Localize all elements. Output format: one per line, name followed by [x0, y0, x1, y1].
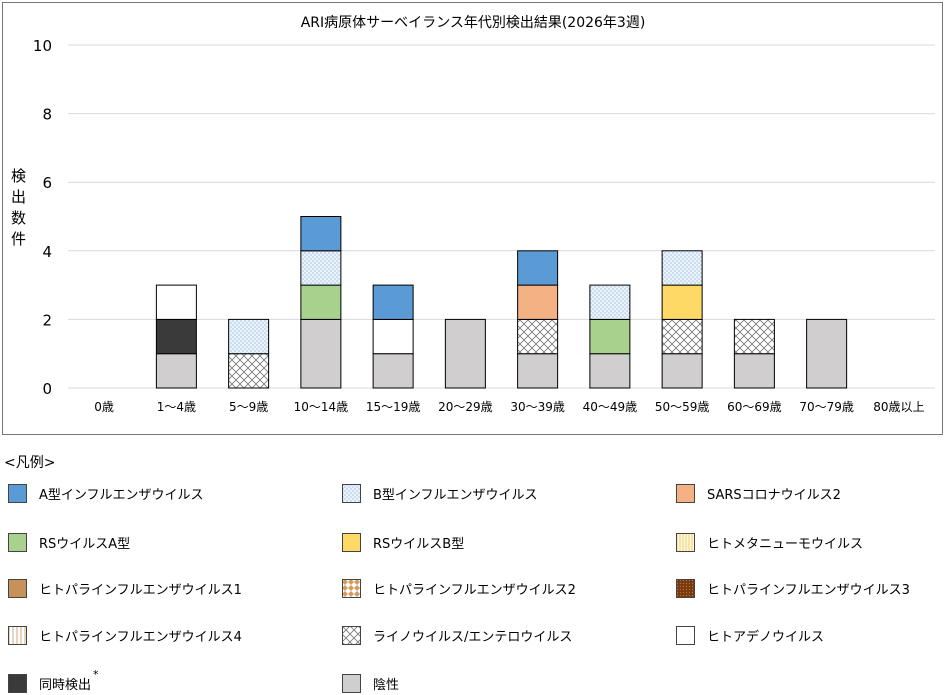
bar-segment-neg	[300, 318, 342, 389]
legend-swatch	[8, 674, 27, 693]
legend-swatch	[676, 484, 695, 503]
legend-label: RSウイルスA型	[39, 537, 131, 552]
bar-segment-rsb	[661, 284, 703, 320]
legend-swatch	[342, 533, 361, 552]
bar-segment-rhino	[733, 318, 775, 355]
footnote-mark: *	[93, 668, 99, 681]
legend-swatch	[676, 579, 695, 598]
bar-segment-neg	[806, 318, 848, 389]
bar-segment-fluA	[300, 216, 342, 252]
x-tick-label: 10～14歳	[294, 400, 349, 414]
legend-item-fluB: B型インフルエンザウイルス	[342, 484, 538, 503]
legend-label: B型インフルエンザウイルス	[373, 488, 538, 503]
y-tick-label: 10	[33, 37, 52, 55]
stacked-bar-chart: ARI病原体サーベイランス年代別検出結果(2026年3週) 0 2 4 6 8 10 0歳…	[33, 15, 935, 414]
y-tick-label: 6	[42, 174, 52, 192]
x-tick-label: 30～39歳	[510, 400, 565, 414]
bar-segment-fluA	[372, 284, 414, 320]
bar-segment-fluB	[589, 284, 631, 320]
x-tick-label: 50～59歳	[655, 400, 710, 414]
x-tick-label: 80歳以上	[873, 400, 924, 414]
x-tick-label: 20～29歳	[438, 400, 493, 414]
y-axis-label: 検出数件	[9, 168, 27, 252]
bar-segment-neg	[517, 353, 559, 389]
legend-label: ヒトメタニューモウイルス	[707, 537, 864, 552]
x-tick-label: 40～49歳	[583, 400, 638, 414]
bar-segment-fluB	[300, 250, 342, 286]
legend-label: 陰性	[373, 678, 400, 693]
legend-item-fluA: A型インフルエンザウイルス	[8, 484, 204, 503]
bar-segment-adeno	[372, 318, 414, 355]
x-tick-label: 0歳	[94, 400, 114, 414]
bar-segment-rhino	[228, 353, 270, 389]
legend-label: 同時検出	[39, 678, 92, 693]
legend-label: ヒトパラインフルエンザウイルス3	[707, 583, 910, 598]
bar-segment-rsa	[589, 318, 631, 355]
bar-segment-neg	[733, 353, 775, 389]
legend-label: ヒトパラインフルエンザウイルス1	[39, 583, 242, 598]
legend-item-pi2: ヒトパラインフルエンザウイルス2	[342, 579, 576, 598]
x-tick-label: 70～79歳	[799, 400, 854, 414]
chart-frame	[2, 2, 943, 435]
x-tick-label: 60～69歳	[727, 400, 782, 414]
bar-segment-neg	[444, 318, 486, 389]
bar-segment-rhino	[661, 318, 703, 355]
bar-segment-neg	[155, 353, 197, 389]
y-tick-label: 8	[42, 106, 52, 124]
legend-label: ライノウイルス/エンテロウイルス	[373, 630, 573, 645]
legend-item-pi1: ヒトパラインフルエンザウイルス1	[8, 579, 242, 598]
legend-item-rhino: ライノウイルス/エンテロウイルス	[342, 626, 572, 645]
legend-item-pi3: ヒトパラインフルエンザウイルス3	[676, 579, 910, 598]
legend-label: ヒトアデノウイルス	[707, 630, 825, 645]
x-tick-label: 5～9歳	[229, 400, 268, 414]
bar-segment-adeno	[155, 284, 197, 320]
legend-swatch	[8, 579, 27, 598]
bar-segment-neg	[372, 353, 414, 389]
legend-item-hmpv: ヒトメタニューモウイルス	[676, 533, 863, 552]
bar-segment-sars	[517, 284, 559, 320]
bar-segment-rsa	[300, 284, 342, 320]
bar-segment-co	[155, 318, 197, 355]
legend-item-co: 同時検出 *	[8, 668, 99, 693]
legend-label: SARSコロナウイルス2	[707, 488, 841, 503]
legend-label: A型インフルエンザウイルス	[39, 488, 204, 503]
legend-item-rsa: RSウイルスA型	[8, 533, 130, 552]
legend-swatch	[342, 484, 361, 503]
x-tick-label: 15～19歳	[366, 400, 421, 414]
legend-title: <凡例>	[4, 455, 56, 471]
bar-segment-neg	[661, 353, 703, 389]
legend-swatch	[8, 484, 27, 503]
legend-item-neg: 陰性	[342, 674, 399, 693]
y-tick-label: 2	[42, 311, 52, 329]
x-tick-label: 1～4歳	[157, 400, 196, 414]
legend-swatch	[342, 674, 361, 693]
chart-title: ARI病原体サーベイランス年代別検出結果(2026年3週)	[301, 15, 646, 31]
legend-item-rsb: RSウイルスB型	[342, 533, 464, 552]
legend-label: ヒトパラインフルエンザウイルス4	[39, 630, 242, 645]
legend-swatch	[8, 533, 27, 552]
legend-swatch	[676, 626, 695, 645]
bar-segment-fluB	[228, 318, 270, 355]
legend-item-sars: SARSコロナウイルス2	[676, 484, 841, 503]
legend-swatch	[8, 626, 27, 645]
legend-item-pi4: ヒトパラインフルエンザウイルス4	[8, 626, 242, 645]
legend-swatch	[676, 533, 695, 552]
legend-swatch	[342, 626, 361, 645]
legend-label: RSウイルスB型	[373, 537, 465, 552]
y-tick-label: 0	[42, 380, 52, 398]
legend-label: ヒトパラインフルエンザウイルス2	[373, 583, 576, 598]
bar-segment-neg	[589, 353, 631, 389]
bar-segment-fluA	[517, 250, 559, 286]
y-tick-label: 4	[42, 243, 52, 261]
bar-segment-rhino	[517, 318, 559, 355]
legend-swatch	[342, 579, 361, 598]
bar-segment-fluB	[661, 250, 703, 286]
legend-item-adeno: ヒトアデノウイルス	[676, 626, 824, 645]
